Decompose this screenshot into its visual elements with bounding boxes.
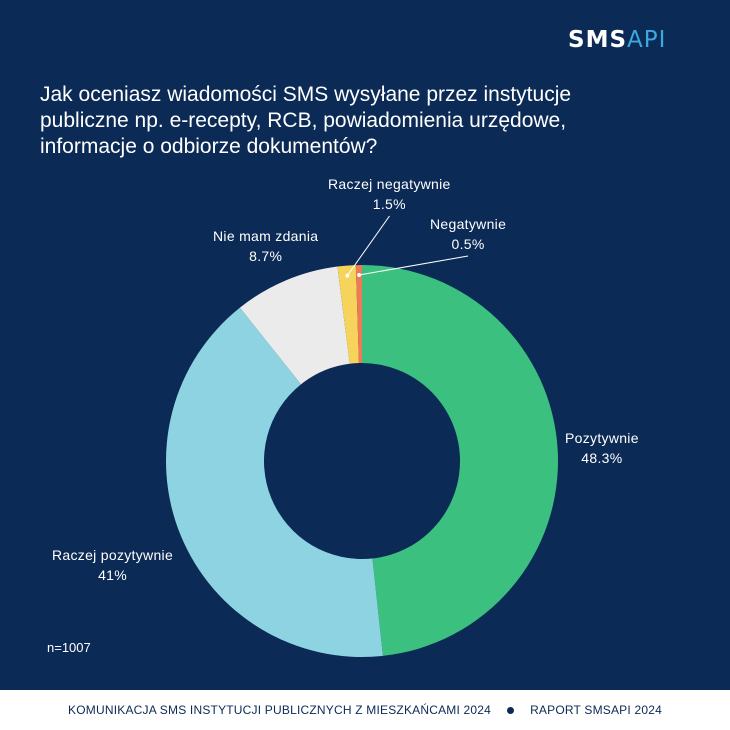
leader-dot	[357, 273, 362, 278]
slice-nie-mam-zdania	[239, 266, 350, 385]
slice-raczej-negatywnie	[337, 265, 359, 364]
leader-line	[358, 255, 469, 276]
slice-name: Negatywnie	[430, 216, 507, 232]
slice-pozytywnie	[362, 265, 558, 656]
footer: KOMUNIKACJA SMS INSTYTUCJI PUBLICZNYCH Z…	[0, 690, 730, 730]
leader-dot	[345, 273, 350, 278]
leader-line	[346, 215, 390, 276]
slice-value: 41%	[98, 567, 127, 583]
slice-value: 8.7%	[249, 248, 283, 264]
slice-value: 0.5%	[451, 236, 485, 252]
slice-name: Nie mam zdania	[213, 228, 319, 244]
footer-separator-dot	[507, 706, 515, 714]
slice-label-nie-mam-zdania: Nie mam zdania 8.7%	[213, 226, 318, 266]
slice-raczej-pozytywnie	[166, 307, 383, 657]
slice-label-raczej-pozytywnie: Raczej pozytywnie 41%	[52, 545, 173, 585]
slice-name: Raczej negatywnie	[328, 176, 451, 192]
slice-name: Raczej pozytywnie	[52, 547, 174, 563]
slice-name: Pozytywnie	[565, 430, 639, 446]
sample-size: n=1007	[47, 640, 91, 655]
donut-chart	[166, 215, 558, 657]
chart-title: Jak oceniasz wiadomości SMS wysyłane prz…	[40, 83, 572, 158]
slice-value: 1.5%	[372, 196, 406, 212]
slice-label-pozytywnie: Pozytywnie 48.3%	[565, 428, 639, 468]
footer-report-name: RAPORT SMSAPI 2024	[530, 703, 662, 717]
slice-value: 48.3%	[581, 450, 623, 466]
slice-negatywnie	[355, 265, 362, 364]
footer-report-title: KOMUNIKACJA SMS INSTYTUCJI PUBLICZNYCH Z…	[68, 703, 492, 717]
slice-label-negatywnie: Negatywnie 0.5%	[430, 214, 506, 254]
smsapi-logo: SMSAPI	[568, 27, 667, 53]
slice-label-raczej-negatywnie: Raczej negatywnie 1.5%	[328, 174, 451, 214]
